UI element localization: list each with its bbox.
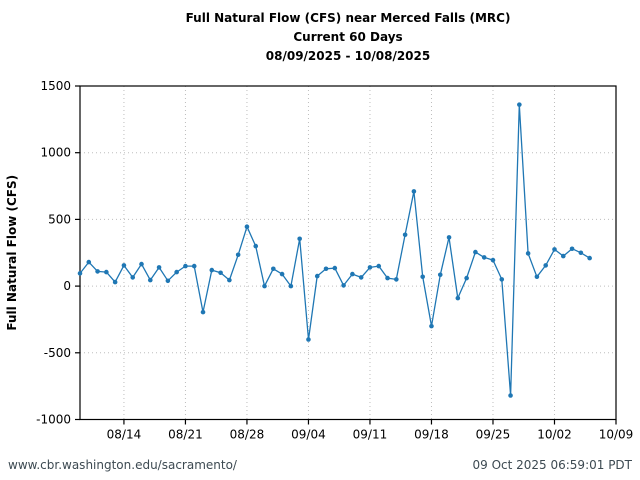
chart-title-block: Full Natural Flow (CFS) near Merced Fall… [80, 9, 616, 66]
data-point [587, 255, 592, 261]
data-point [517, 102, 522, 107]
data-point [183, 263, 188, 269]
x-tick-label: 09/11 [353, 428, 388, 442]
data-point [543, 263, 549, 268]
data-point [376, 263, 382, 269]
data-point [446, 235, 452, 240]
data-point [350, 271, 355, 277]
chart-title: Full Natural Flow (CFS) near Merced Fall… [185, 11, 511, 25]
data-point [341, 283, 346, 288]
data-point [306, 337, 311, 342]
y-tick-label: 500 [48, 212, 71, 226]
data-point [420, 274, 425, 280]
data-point [156, 265, 162, 270]
data-point [271, 266, 276, 272]
data-point [139, 261, 144, 267]
x-tick-label: 08/21 [168, 428, 203, 442]
series-line [79, 104, 590, 397]
y-tick-label: 1500 [40, 79, 71, 93]
y-tick-label: -500 [44, 346, 71, 360]
x-tick-label: 09/04 [291, 428, 326, 442]
y-axis-title: Full Natural Flow (CFS) [5, 175, 19, 331]
footer-timestamp: 09 Oct 2025 06:59:01 PDT [472, 458, 632, 472]
data-point [534, 274, 540, 280]
x-tick-label: 10/02 [537, 428, 572, 442]
x-axis: 08/14 08/21 08/28 09/04 09/11 09/18 09/25 10/02… [107, 419, 634, 442]
data-point [402, 232, 408, 238]
data-point [490, 257, 496, 263]
data-point [112, 279, 118, 285]
x-tick-label: 09/25 [476, 428, 511, 442]
y-tick-label: 0 [63, 279, 71, 293]
data-point [508, 393, 513, 398]
data-point [104, 269, 109, 275]
data-point [86, 259, 92, 265]
data-point [569, 246, 575, 252]
data-point [244, 224, 250, 230]
data-point [437, 272, 443, 278]
data-point [218, 270, 223, 276]
data-point [385, 275, 390, 281]
data-point [191, 263, 197, 269]
data-point [288, 283, 294, 289]
footer-url: www.cbr.washington.edu/sacramento/ [8, 458, 237, 472]
x-tick-label: 08/28 [230, 428, 265, 442]
data-point [227, 277, 232, 283]
data-point [429, 323, 434, 329]
y-axis: -1000 -500 0 500 1000 1500 [36, 79, 80, 427]
data-point [297, 236, 302, 242]
data-point [394, 277, 399, 282]
data-point [235, 252, 241, 258]
data-point [174, 269, 179, 275]
footer-bar: www.cbr.washington.edu/sacramento/ 09 Oc… [0, 453, 640, 477]
x-tick-label: 10/09 [599, 428, 634, 442]
data-point [209, 267, 215, 273]
data-point [77, 271, 83, 276]
data-point [262, 283, 267, 289]
y-tick-label: 1000 [40, 146, 71, 160]
y-tick-label: -1000 [36, 413, 71, 427]
plot-border [79, 85, 617, 421]
chart-date-range: 08/09/2025 - 10/08/2025 [265, 49, 431, 63]
data-point [165, 278, 171, 284]
data-point [578, 250, 584, 256]
data-point [332, 265, 338, 271]
data-point [147, 277, 153, 283]
data-point [253, 243, 259, 249]
data-point [314, 273, 320, 279]
data-point [499, 277, 505, 282]
data-point [525, 251, 531, 256]
data-point [464, 275, 469, 281]
data-points [77, 102, 592, 398]
chart-subtitle: Current 60 Days [293, 30, 403, 44]
x-tick-label: 09/18 [414, 428, 449, 442]
flow-line-chart: -1000 -500 0 500 1000 1500 08/14 08/21 08/28 09/0… [5, 79, 634, 442]
data-point [323, 266, 329, 272]
data-point [473, 249, 478, 255]
data-point [481, 255, 487, 260]
x-tick-label: 08/14 [107, 428, 142, 442]
data-point [411, 189, 417, 194]
gridlines [80, 85, 617, 420]
data-point [130, 275, 136, 280]
data-point [367, 265, 373, 270]
data-point [455, 295, 461, 301]
data-point [552, 247, 557, 252]
data-point [200, 309, 206, 315]
data-point [121, 263, 127, 268]
data-point [560, 253, 566, 259]
data-point [279, 271, 285, 277]
data-point [358, 275, 364, 280]
data-point [95, 269, 100, 274]
